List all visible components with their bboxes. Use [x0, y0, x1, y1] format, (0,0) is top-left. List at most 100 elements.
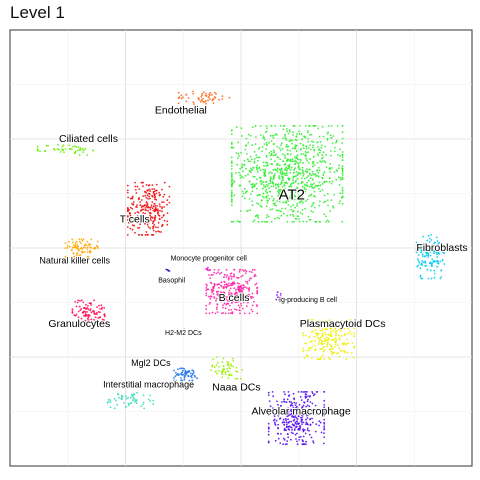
data-point: [284, 164, 286, 166]
data-point: [39, 150, 41, 152]
data-point: [161, 208, 163, 210]
data-point: [151, 234, 153, 236]
data-point: [159, 194, 161, 196]
data-point: [287, 168, 289, 170]
data-point: [290, 421, 292, 423]
data-point: [86, 154, 88, 156]
data-point: [290, 169, 292, 171]
data-point: [178, 374, 180, 376]
data-point: [342, 155, 344, 157]
data-point: [289, 150, 291, 152]
data-point: [246, 287, 248, 289]
data-point: [282, 148, 284, 150]
data-point: [186, 101, 188, 103]
data-point: [339, 337, 341, 339]
data-point: [307, 399, 309, 401]
data-point: [163, 206, 165, 208]
data-point: [313, 183, 315, 185]
data-point: [283, 419, 285, 421]
data-point: [429, 238, 431, 240]
data-point: [312, 422, 314, 424]
data-point: [233, 273, 235, 275]
data-point: [208, 296, 210, 298]
data-point: [207, 267, 209, 269]
data-point: [162, 196, 164, 198]
data-point: [234, 283, 236, 285]
data-point: [136, 392, 138, 394]
data-point: [228, 374, 230, 376]
data-point: [317, 146, 319, 148]
data-point: [274, 175, 276, 177]
data-point: [284, 182, 286, 184]
data-point: [434, 273, 436, 275]
data-point: [270, 178, 272, 180]
data-point: [143, 408, 145, 410]
data-point: [337, 154, 339, 156]
data-point: [96, 306, 98, 308]
data-point: [240, 286, 242, 288]
data-point: [318, 188, 320, 190]
data-point: [243, 164, 245, 166]
data-point: [330, 134, 332, 136]
data-point: [339, 148, 341, 150]
data-point: [270, 135, 272, 137]
data-point: [280, 125, 282, 127]
data-point: [205, 292, 207, 294]
data-point: [340, 330, 342, 332]
data-point: [231, 129, 233, 131]
data-point: [324, 338, 326, 340]
data-point: [319, 152, 321, 154]
data-point: [306, 182, 308, 184]
data-point: [292, 179, 294, 181]
data-point: [231, 192, 233, 194]
data-point: [340, 350, 342, 352]
data-point: [311, 391, 313, 393]
data-point: [312, 179, 314, 181]
data-point: [275, 153, 277, 155]
data-point: [156, 205, 158, 207]
data-point: [164, 220, 166, 222]
data-point: [274, 169, 276, 171]
data-point: [132, 229, 134, 231]
data-point: [158, 214, 160, 216]
data-point: [154, 196, 156, 198]
data-point: [232, 311, 234, 313]
data-point: [201, 99, 203, 101]
data-point: [308, 216, 310, 218]
data-point: [342, 203, 344, 205]
data-point: [284, 393, 286, 395]
data-point: [305, 189, 307, 191]
data-point: [121, 398, 123, 400]
data-point: [256, 165, 258, 167]
data-point: [236, 152, 238, 154]
data-point: [37, 150, 39, 152]
data-point: [161, 210, 163, 212]
data-point: [178, 92, 180, 94]
data-point: [268, 152, 270, 154]
data-point: [154, 219, 156, 221]
data-point: [332, 205, 334, 207]
data-point: [247, 283, 249, 285]
data-point: [306, 168, 308, 170]
data-point: [156, 190, 158, 192]
data-point: [327, 138, 329, 140]
data-point: [294, 429, 296, 431]
data-point: [287, 153, 289, 155]
data-point: [303, 431, 305, 433]
data-point: [255, 154, 257, 156]
data-point: [192, 93, 194, 95]
data-point: [99, 308, 101, 310]
data-point: [116, 404, 118, 406]
data-point: [318, 425, 320, 427]
data-point: [329, 210, 331, 212]
data-point: [255, 215, 257, 217]
data-point: [328, 357, 330, 359]
data-point: [305, 419, 307, 421]
data-point: [288, 159, 290, 161]
data-point: [265, 165, 267, 167]
data-point: [300, 420, 302, 422]
data-point: [216, 307, 218, 309]
data-point: [341, 335, 343, 337]
data-point: [295, 139, 297, 141]
data-point: [266, 197, 268, 199]
